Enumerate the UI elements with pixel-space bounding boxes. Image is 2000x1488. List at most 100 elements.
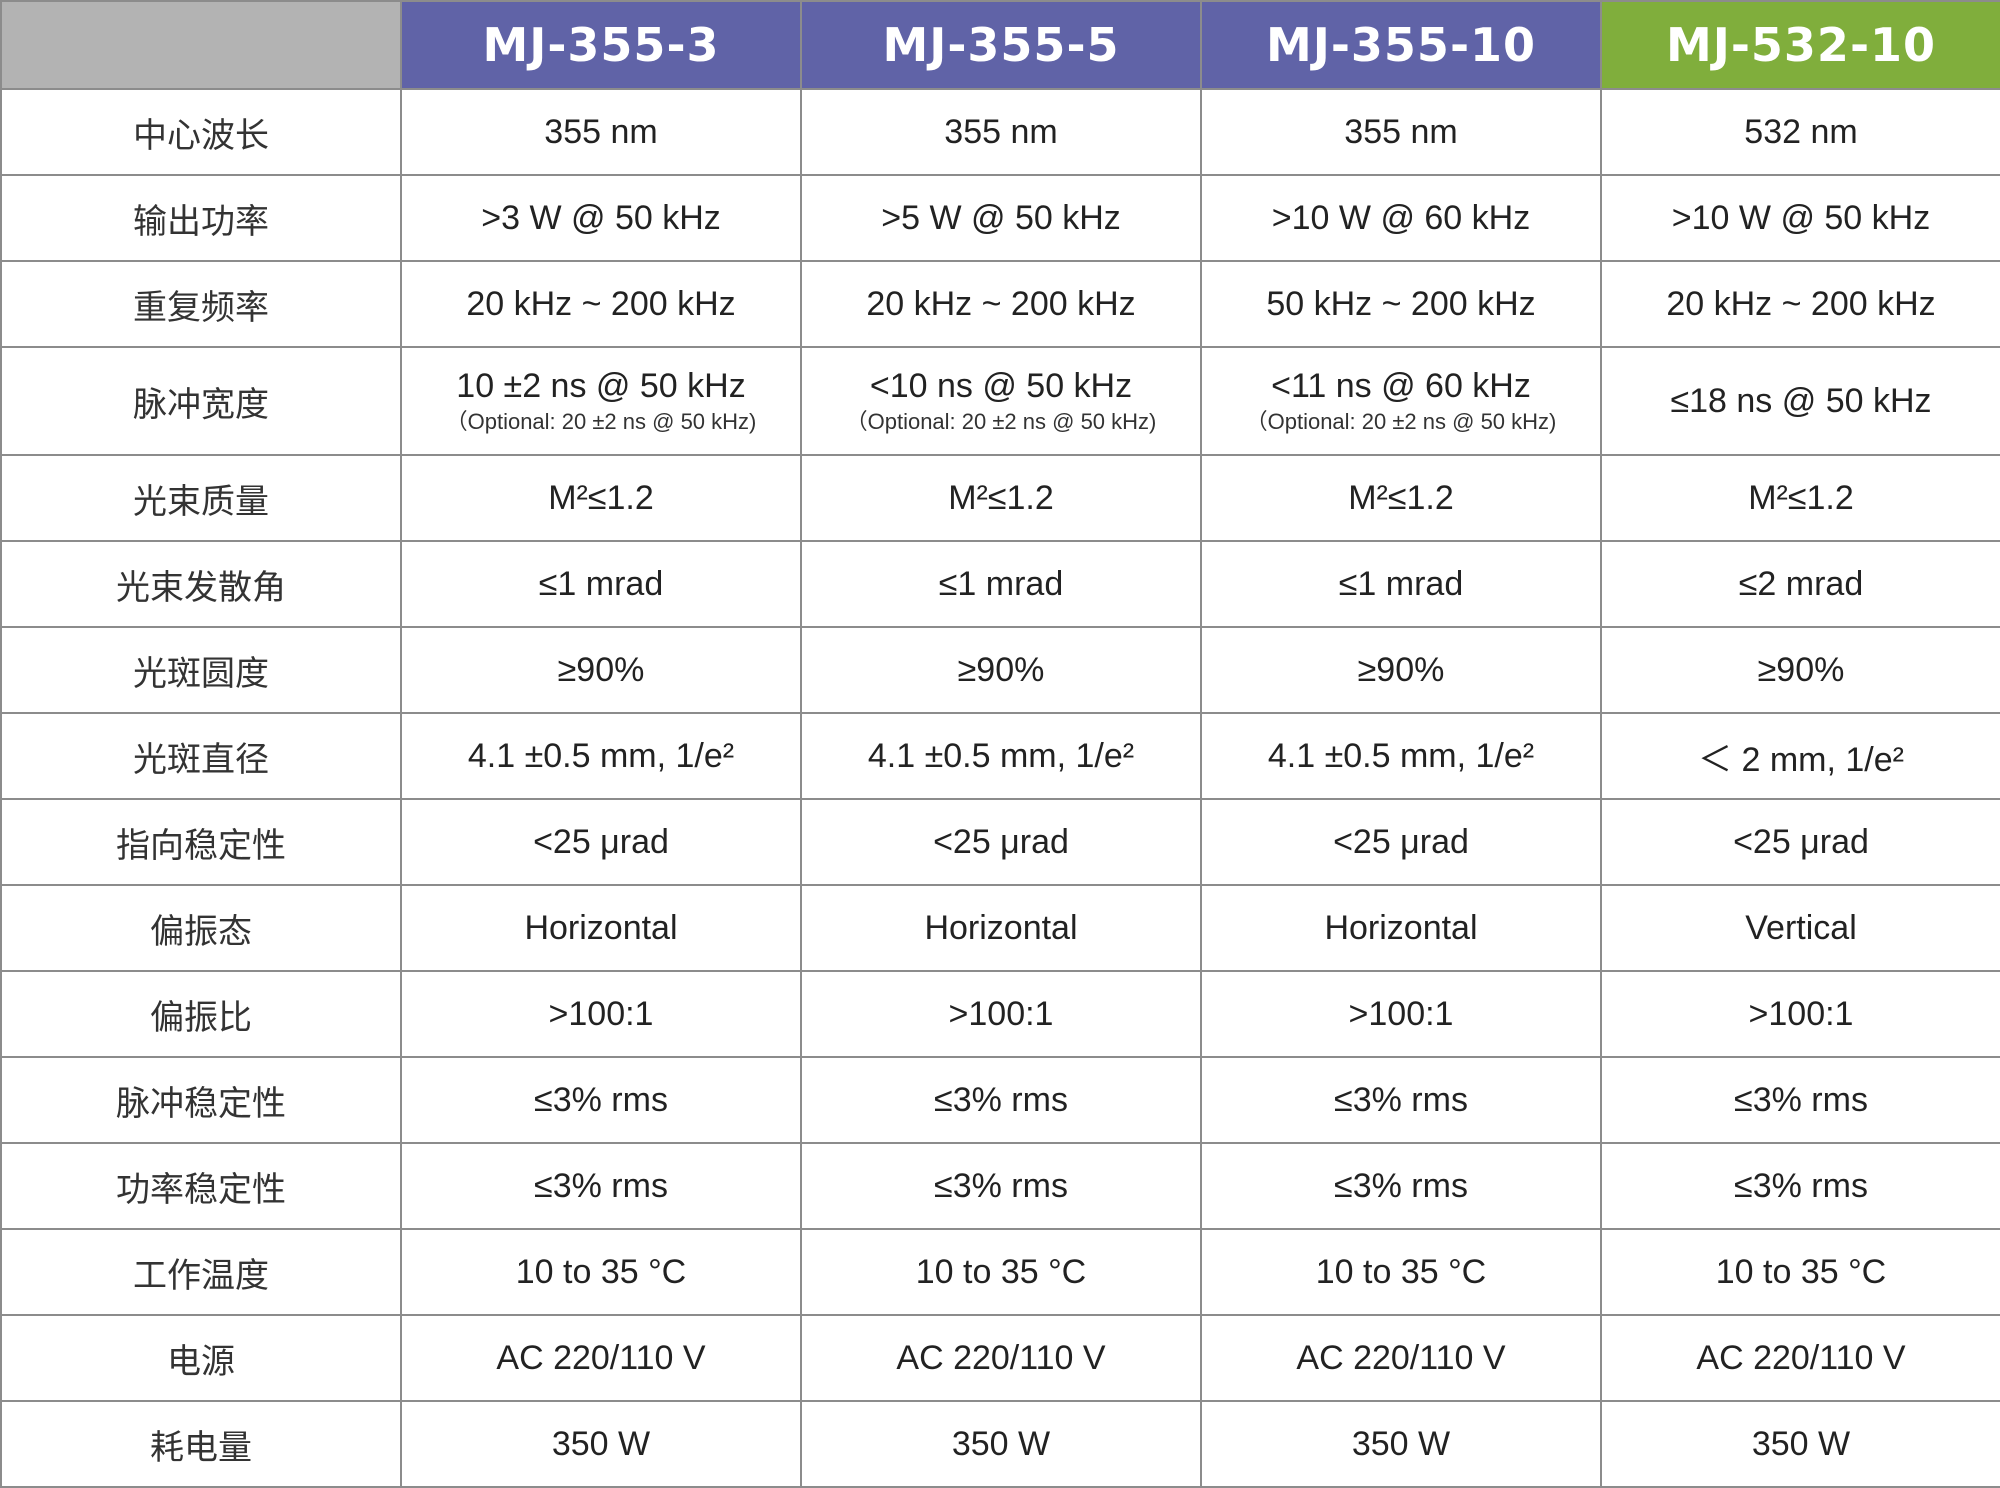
table-cell: <10 ns @ 50 kHz （Optional: 20 ±2 ns @ 50… [800,346,1202,456]
table-cell: 20 kHz ~ 200 kHz [1600,260,2000,348]
table-cell: >5 W @ 50 kHz [800,174,1202,262]
table-cell: >3 W @ 50 kHz [400,174,802,262]
table-cell: 10 ±2 ns @ 50 kHz （Optional: 20 ±2 ns @ … [400,346,802,456]
cell-main-value: 10 ±2 ns @ 50 kHz [456,367,746,405]
table-cell: M²≤1.2 [400,454,802,542]
row-label: 功率稳定性 [0,1142,402,1230]
table-cell: AC 220/110 V [1200,1314,1602,1402]
table-cell: 350 W [400,1400,802,1488]
table-cell: ≤3% rms [800,1142,1202,1230]
table-cell: ≤3% rms [400,1142,802,1230]
table-cell: 355 nm [800,88,1202,176]
row-label: 重复频率 [0,260,402,348]
row-label: 耗电量 [0,1400,402,1488]
table-cell: 4.1 ±0.5 mm, 1/e² [1200,712,1602,800]
cell-optional-note: （Optional: 20 ±2 ns @ 50 kHz) [1245,409,1557,434]
table-cell: ≥90% [400,626,802,714]
table-cell: <11 ns @ 60 kHz （Optional: 20 ±2 ns @ 50… [1200,346,1602,456]
row-pulse-stability: 脉冲稳定性 ≤3% rms ≤3% rms ≤3% rms ≤3% rms [0,1056,2000,1144]
table-cell: ＜ 2 mm, 1/e² [1600,712,2000,800]
table-cell: 50 kHz ~ 200 kHz [1200,260,1602,348]
table-cell: >100:1 [800,970,1202,1058]
table-cell: >10 W @ 50 kHz [1600,174,2000,262]
row-label: 电源 [0,1314,402,1402]
table-cell: ≥90% [800,626,1202,714]
row-power-supply: 电源 AC 220/110 V AC 220/110 V AC 220/110 … [0,1314,2000,1402]
table-cell: ≤3% rms [1600,1056,2000,1144]
table-cell: ≤3% rms [1600,1142,2000,1230]
row-power-stability: 功率稳定性 ≤3% rms ≤3% rms ≤3% rms ≤3% rms [0,1142,2000,1230]
table-cell: 20 kHz ~ 200 kHz [400,260,802,348]
row-center-wavelength: 中心波长 355 nm 355 nm 355 nm 532 nm [0,88,2000,176]
table-cell: Horizontal [1200,884,1602,972]
table-cell: ≤2 mrad [1600,540,2000,628]
row-pointing-stability: 指向稳定性 <25 μrad <25 μrad <25 μrad <25 μra… [0,798,2000,886]
table-cell: >100:1 [1200,970,1602,1058]
row-pulse-width: 脉冲宽度 10 ±2 ns @ 50 kHz （Optional: 20 ±2 … [0,346,2000,456]
row-label: 偏振比 [0,970,402,1058]
table-cell: 10 to 35 °C [400,1228,802,1316]
table-cell: ≥90% [1200,626,1602,714]
table-cell: 350 W [1600,1400,2000,1488]
cell-optional-note: （Optional: 20 ±2 ns @ 50 kHz) [445,409,757,434]
row-label: 指向稳定性 [0,798,402,886]
table-cell: M²≤1.2 [1600,454,2000,542]
table-cell: ≤3% rms [400,1056,802,1144]
table-cell: ≥90% [1600,626,2000,714]
table-cell: 4.1 ±0.5 mm, 1/e² [400,712,802,800]
cell-optional-note: （Optional: 20 ±2 ns @ 50 kHz) [845,409,1157,434]
table-cell: M²≤1.2 [800,454,1202,542]
table-cell: 350 W [800,1400,1202,1488]
row-repetition-rate: 重复频率 20 kHz ~ 200 kHz 20 kHz ~ 200 kHz 5… [0,260,2000,348]
table-cell: ≤1 mrad [800,540,1202,628]
model-header-mj-355-3: MJ-355-3 [400,0,802,90]
table-cell: AC 220/110 V [800,1314,1202,1402]
table-cell: ≤1 mrad [1200,540,1602,628]
row-label: 光束质量 [0,454,402,542]
table-cell: 10 to 35 °C [800,1228,1202,1316]
row-polarization-ratio: 偏振比 >100:1 >100:1 >100:1 >100:1 [0,970,2000,1058]
row-spot-diameter: 光斑直径 4.1 ±0.5 mm, 1/e² 4.1 ±0.5 mm, 1/e²… [0,712,2000,800]
table-cell: >100:1 [1600,970,2000,1058]
row-label: 光束发散角 [0,540,402,628]
cell-main-value: <11 ns @ 60 kHz [1271,367,1531,405]
table-cell: ≤1 mrad [400,540,802,628]
row-power-consumption: 耗电量 350 W 350 W 350 W 350 W [0,1400,2000,1488]
row-beam-quality: 光束质量 M²≤1.2 M²≤1.2 M²≤1.2 M²≤1.2 [0,454,2000,542]
table-cell: <25 μrad [800,798,1202,886]
header-corner-cell [0,0,402,90]
model-header-mj-532-10: MJ-532-10 [1600,0,2000,90]
row-label: 中心波长 [0,88,402,176]
table-cell: <25 μrad [400,798,802,886]
table-cell: AC 220/110 V [400,1314,802,1402]
table-cell: Horizontal [800,884,1202,972]
table-cell: 355 nm [1200,88,1602,176]
row-label: 工作温度 [0,1228,402,1316]
cell-main-value: ≤18 ns @ 50 kHz [1670,382,1932,420]
row-label: 脉冲宽度 [0,346,402,456]
row-operating-temperature: 工作温度 10 to 35 °C 10 to 35 °C 10 to 35 °C… [0,1228,2000,1316]
row-label: 光斑直径 [0,712,402,800]
header-row: MJ-355-3 MJ-355-5 MJ-355-10 MJ-532-10 [0,0,2000,90]
row-label: 偏振态 [0,884,402,972]
row-label: 光斑圆度 [0,626,402,714]
model-header-mj-355-10: MJ-355-10 [1200,0,1602,90]
row-label: 脉冲稳定性 [0,1056,402,1144]
table-cell: M²≤1.2 [1200,454,1602,542]
row-beam-divergence: 光束发散角 ≤1 mrad ≤1 mrad ≤1 mrad ≤2 mrad [0,540,2000,628]
cell-main-value: <10 ns @ 50 kHz [869,367,1133,405]
table-cell: Horizontal [400,884,802,972]
table-cell: ≤3% rms [1200,1056,1602,1144]
table-cell: AC 220/110 V [1600,1314,2000,1402]
table-cell: 10 to 35 °C [1600,1228,2000,1316]
table-cell: >100:1 [400,970,802,1058]
table-cell: 355 nm [400,88,802,176]
table-cell: Vertical [1600,884,2000,972]
row-spot-roundness: 光斑圆度 ≥90% ≥90% ≥90% ≥90% [0,626,2000,714]
table-cell: ≤3% rms [1200,1142,1602,1230]
table-cell: 10 to 35 °C [1200,1228,1602,1316]
table-cell: 20 kHz ~ 200 kHz [800,260,1202,348]
model-header-mj-355-5: MJ-355-5 [800,0,1202,90]
row-output-power: 输出功率 >3 W @ 50 kHz >5 W @ 50 kHz >10 W @… [0,174,2000,262]
